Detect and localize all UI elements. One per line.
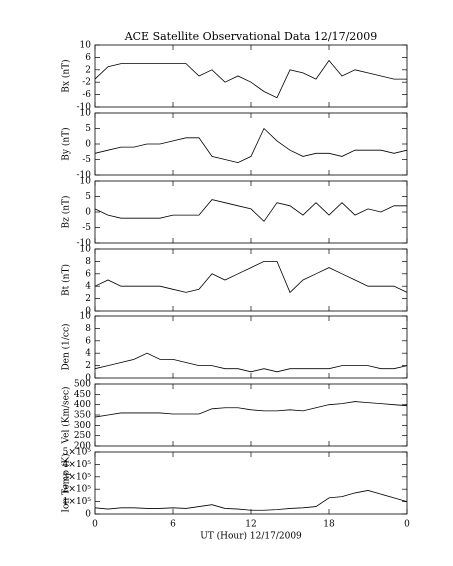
x-tick-label: 0: [404, 520, 410, 530]
y-tick-label: 4: [85, 282, 91, 292]
y-tick-label: 10: [80, 177, 92, 187]
y-tick-label: 0: [85, 208, 91, 218]
x-tick-label: 18: [323, 520, 335, 530]
y-tick-label: 1×10⁵: [63, 497, 92, 507]
data-line: [94, 401, 408, 418]
y-tick-label: 2: [85, 294, 91, 304]
y-tick-label: -10: [77, 239, 92, 249]
y-tick-label: 0: [85, 140, 91, 150]
y-tick-label: 5×10⁵: [63, 448, 92, 458]
y-tick-label: 3×10⁵: [63, 472, 92, 482]
x-axis-label: UT (Hour) 12/17/2009: [200, 531, 302, 542]
data-line: [94, 261, 408, 294]
plot-frame: [94, 451, 408, 515]
y-tick-label: -10: [77, 103, 92, 113]
y-axis-label: By (nT): [61, 127, 72, 160]
plot-frame: [94, 315, 408, 379]
y-tick-label: 450: [74, 390, 91, 400]
y-tick-label: 2: [85, 361, 91, 371]
plot-frame: [94, 248, 408, 312]
y-tick-label: 0: [85, 307, 91, 317]
y-tick-label: 8: [85, 324, 91, 334]
plot-frame: [94, 112, 408, 176]
y-tick-label: 500: [74, 380, 91, 390]
data-line: [94, 490, 408, 511]
y-tick-label: 400: [74, 400, 91, 410]
x-tick-label: 0: [92, 520, 98, 530]
y-axis-label: Vel (Km/sec): [61, 386, 72, 444]
y-tick-label: 10: [80, 109, 92, 119]
y-tick-label: 8: [85, 257, 91, 267]
y-tick-label: 10: [80, 41, 92, 51]
y-tick-label: 6: [85, 269, 91, 279]
data-line: [94, 59, 407, 99]
y-tick-label: -10: [77, 171, 92, 181]
y-axis-label: Ion Temp (K): [61, 453, 72, 512]
y-tick-label: 10: [80, 245, 92, 255]
y-tick-label: -2: [82, 78, 91, 88]
x-tick-label: 12: [245, 520, 256, 530]
y-tick-label: 350: [74, 411, 91, 421]
data-line: [94, 199, 407, 222]
y-tick-label: 5: [85, 192, 91, 202]
y-axis-label: Den (1/cc): [61, 323, 72, 370]
y-tick-label: 6: [85, 53, 91, 63]
data-line: [94, 352, 408, 373]
y-tick-label: 6: [85, 336, 91, 346]
plot-frame: [94, 383, 408, 447]
y-tick-label: 4: [85, 349, 91, 359]
y-axis-label: Bz (nT): [61, 195, 72, 228]
plot-frame: [94, 44, 408, 108]
y-tick-label: 0: [85, 374, 91, 384]
x-tick-label: 6: [170, 520, 176, 530]
y-tick-label: 200: [74, 442, 91, 452]
chart-title: ACE Satellite Observational Data 12/17/2…: [124, 30, 378, 43]
data-line: [94, 127, 408, 164]
y-tick-label: -5: [82, 223, 91, 233]
y-tick-label: 300: [74, 421, 91, 431]
y-tick-label: 250: [74, 431, 91, 441]
y-tick-label: 2×10⁵: [63, 485, 92, 495]
y-axis-label: Bt (nT): [61, 264, 72, 296]
y-tick-label: 0: [85, 510, 91, 520]
y-tick-label: 5: [85, 124, 91, 134]
y-tick-label: -6: [82, 90, 91, 100]
y-tick-label: 4×10⁵: [63, 460, 92, 470]
y-axis-label: Bx (nT): [61, 59, 72, 92]
plot-frame: [94, 180, 408, 244]
y-tick-label: 2: [85, 65, 91, 75]
y-tick-label: -5: [82, 155, 91, 165]
y-tick-label: 10: [80, 312, 92, 322]
